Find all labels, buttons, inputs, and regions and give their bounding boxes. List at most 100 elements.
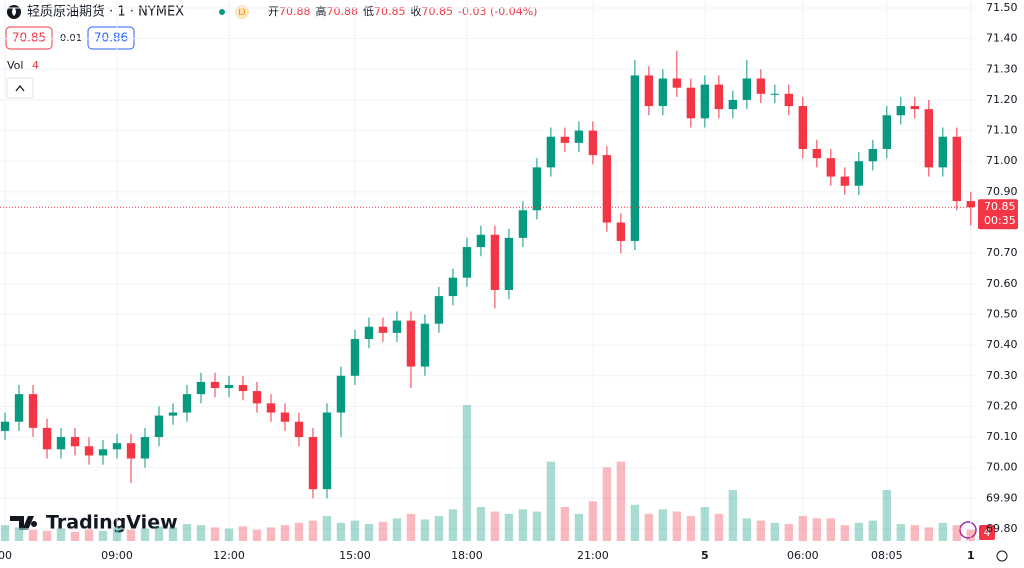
volume-bar (560, 507, 570, 541)
collapse-button[interactable] (6, 77, 34, 99)
candle-body (938, 136, 948, 168)
candle-body (112, 443, 122, 450)
candle-body (14, 394, 24, 422)
volume-bar (378, 521, 388, 541)
grid (0, 0, 975, 542)
candle-body (448, 277, 458, 297)
volume-bar (518, 509, 528, 541)
candle-body (630, 75, 640, 241)
volume-bar (448, 509, 458, 541)
candle-body (154, 415, 164, 438)
ohlc-key: 高 (316, 4, 327, 18)
candle-body (364, 326, 374, 339)
volume-bar (602, 467, 612, 541)
volume-bar (658, 509, 668, 541)
ask-box[interactable] (87, 26, 135, 50)
candle-body (490, 234, 500, 290)
candle-body (476, 234, 486, 248)
x-tick-label: 21:00 (577, 549, 609, 562)
volume-bar (126, 529, 136, 541)
ohlc-legend: 开 70.88 高 70.88 低 70.85 收 70.85 -0.03 (-0.04%) (268, 4, 537, 18)
badge: D (238, 7, 246, 18)
candle-body (826, 158, 836, 177)
y-tick-label: 71.40 (986, 32, 1018, 45)
volume-bar (280, 525, 290, 541)
candle-body (252, 391, 262, 404)
volume-bar (966, 529, 975, 541)
volume-bar (686, 516, 696, 541)
indicator-icon[interactable] (959, 521, 977, 539)
volume-bar (266, 527, 276, 541)
candle-body (224, 384, 234, 389)
symbol-title[interactable]: 轻质原油期货 · 1 · NYMEX (27, 4, 184, 20)
watermark: TradingView (46, 512, 178, 534)
volume-bar (910, 525, 920, 541)
candle-body (378, 326, 388, 333)
bid-box[interactable] (5, 26, 53, 50)
y-tick-label: 71.10 (986, 124, 1018, 137)
volume-bar (924, 527, 934, 541)
volume-bar (504, 513, 514, 541)
volume-bar (938, 522, 948, 541)
last-price: 70.85 (984, 200, 1016, 213)
volume-bar (896, 524, 906, 541)
volume-bar (770, 522, 780, 541)
candle-body (70, 437, 80, 447)
candle-body (700, 84, 710, 119)
volume-bar (364, 524, 374, 541)
y-tick-label: 70.00 (986, 461, 1018, 474)
volume-bar (700, 507, 710, 541)
candle-body (294, 421, 304, 438)
candle-body (98, 449, 108, 456)
candle-body (952, 136, 962, 202)
candle-body (182, 394, 192, 413)
y-tick-label: 71.00 (986, 154, 1018, 167)
volume-bar (252, 529, 262, 541)
volume-bar (168, 527, 178, 541)
volume-bar (84, 529, 94, 541)
y-tick-label: 71.30 (986, 62, 1018, 75)
candle-body (546, 136, 556, 168)
candle-body (644, 75, 654, 107)
candle-body (658, 78, 668, 107)
candle-body (924, 109, 934, 168)
volume-bar (210, 527, 220, 541)
volume-bar (224, 528, 234, 541)
candle-body (392, 320, 402, 333)
y-tick-label: 69.80 (986, 522, 1018, 535)
candle-body (896, 106, 906, 116)
candle-body (910, 106, 920, 110)
volume-bar (714, 513, 724, 541)
x-tick-label: 00 (0, 549, 12, 562)
volume-bar (322, 516, 332, 541)
volume-bar (406, 513, 416, 541)
candle-body (238, 384, 248, 392)
volume-bar (630, 504, 640, 541)
volume-bar (0, 525, 10, 541)
candle-body (84, 446, 94, 456)
volume-bar (336, 522, 346, 541)
y-tick-label: 71.20 (986, 93, 1018, 106)
candle-body (602, 155, 612, 223)
candle-body (434, 296, 444, 324)
volume-bar (98, 530, 108, 541)
y-tick-label: 70.50 (986, 307, 1018, 320)
last-price-tag (978, 199, 1018, 230)
volume-bar (42, 530, 52, 541)
candle-body (812, 148, 822, 159)
candle-body (686, 87, 696, 119)
ohlc-value: 70.85 (422, 5, 454, 18)
countdown: 00:35 (984, 214, 1016, 227)
candle-body (784, 93, 794, 107)
volume-bar (476, 507, 486, 541)
candle-body (42, 427, 52, 450)
candle-body (462, 247, 472, 278)
volume-bar (546, 461, 556, 541)
candles (0, 50, 975, 499)
volume-bar (868, 520, 878, 541)
ohlc-value: 70.85 (374, 5, 406, 18)
count-badge-bg (979, 525, 995, 540)
settings-icon[interactable] (996, 550, 1008, 562)
x-tick-label: 15:00 (339, 549, 371, 562)
